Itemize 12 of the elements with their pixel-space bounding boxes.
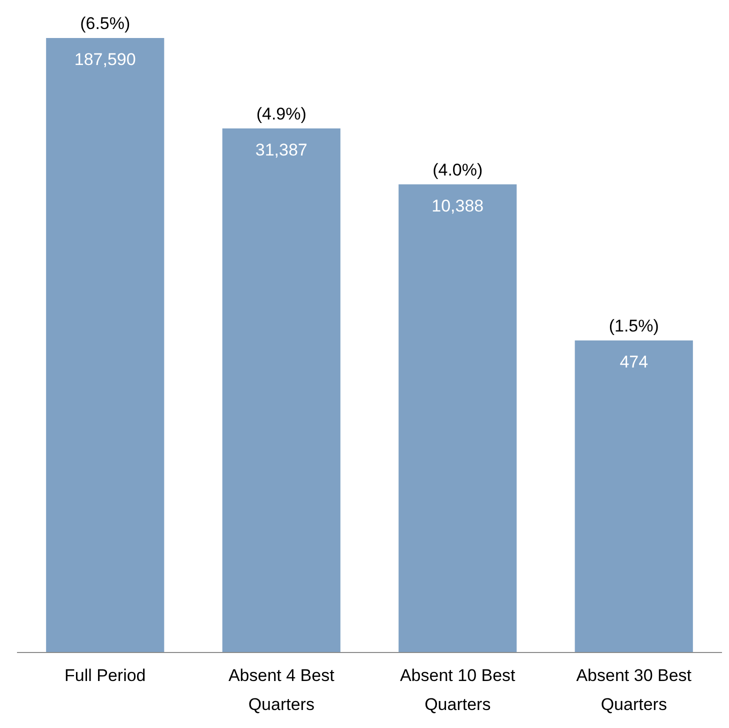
- data-label: 10,388: [432, 196, 484, 216]
- annotation: (1.5%): [608, 316, 659, 336]
- x-tick-label: Absent 4 Best Quarters: [228, 666, 335, 714]
- data-label: 31,387: [255, 140, 308, 160]
- annotation: (6.5%): [80, 14, 130, 33]
- data-label: 474: [620, 352, 648, 372]
- annotation: (4.9%): [256, 104, 306, 124]
- data-label: 187,590: [74, 50, 136, 69]
- x-tick-label: Absent 10 Best Quarters: [400, 666, 516, 714]
- annotation: (4.0%): [432, 160, 483, 180]
- x-tick-label: Full Period: [64, 666, 146, 685]
- x-tick-label: Absent 30 Best Quarters: [576, 666, 692, 714]
